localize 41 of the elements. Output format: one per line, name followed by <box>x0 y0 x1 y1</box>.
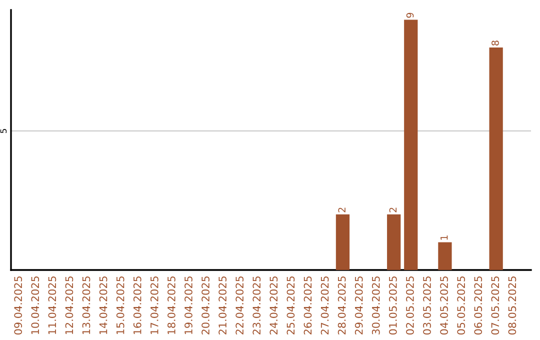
x-tick-label: 22.04.2025 <box>236 276 244 334</box>
x-tick-label: 21.04.2025 <box>218 276 226 334</box>
x-tick-label: 10.04.2025 <box>31 276 40 334</box>
x-tick-label: 01.05.2025 <box>388 276 397 335</box>
bar <box>438 242 452 270</box>
data-label: 8 <box>492 40 499 46</box>
data-label: 2 <box>338 208 346 212</box>
bar <box>404 20 418 270</box>
x-tick-label: 20.04.2025 <box>202 276 210 334</box>
x-tick-label: 07.05.2025 <box>491 276 500 335</box>
x-tick-label: 13.04.2025 <box>82 276 90 334</box>
y-tick-label: 5 <box>0 129 7 133</box>
x-tick-label: 08.05.2025 <box>508 276 516 335</box>
x-tick-label: 26.04.2025 <box>304 276 312 334</box>
x-tick-label: 04.05.2025 <box>440 276 448 335</box>
bar <box>489 48 503 270</box>
x-tick-label: 27.04.2025 <box>320 276 329 334</box>
x-tick-label: 18.04.2025 <box>167 276 176 334</box>
data-label: 2 <box>389 208 397 212</box>
x-tick-label: 05.05.2025 <box>457 276 466 335</box>
x-tick-label: 14.04.2025 <box>99 276 108 334</box>
x-tick-label: 24.04.2025 <box>270 276 278 334</box>
bar <box>336 214 350 270</box>
x-tick-label: 12.04.2025 <box>65 276 74 334</box>
x-tick-label: 17.04.2025 <box>150 276 158 334</box>
x-tick-label: 11.04.2025 <box>48 276 56 334</box>
x-tick-label: 30.04.2025 <box>372 276 380 334</box>
x-tick-label: 09.04.2025 <box>14 276 22 335</box>
x-tick-label: 19.04.2025 <box>184 276 192 334</box>
x-tick-label: 06.05.2025 <box>474 276 482 335</box>
data-label: 9 <box>406 12 414 18</box>
x-tick-label: 03.05.2025 <box>423 276 431 335</box>
x-tick-label: 23.04.2025 <box>252 276 261 334</box>
x-tick-label: 02.05.2025 <box>406 276 414 335</box>
x-tick-label: 28.04.2025 <box>338 276 346 334</box>
x-tick-label: 16.04.2025 <box>133 276 142 334</box>
x-tick-label: 15.04.2025 <box>116 276 124 334</box>
bar <box>387 214 401 270</box>
x-tick-label: 29.04.2025 <box>354 276 363 334</box>
data-label: 1 <box>440 236 448 240</box>
x-tick-label: 25.04.2025 <box>286 276 295 334</box>
